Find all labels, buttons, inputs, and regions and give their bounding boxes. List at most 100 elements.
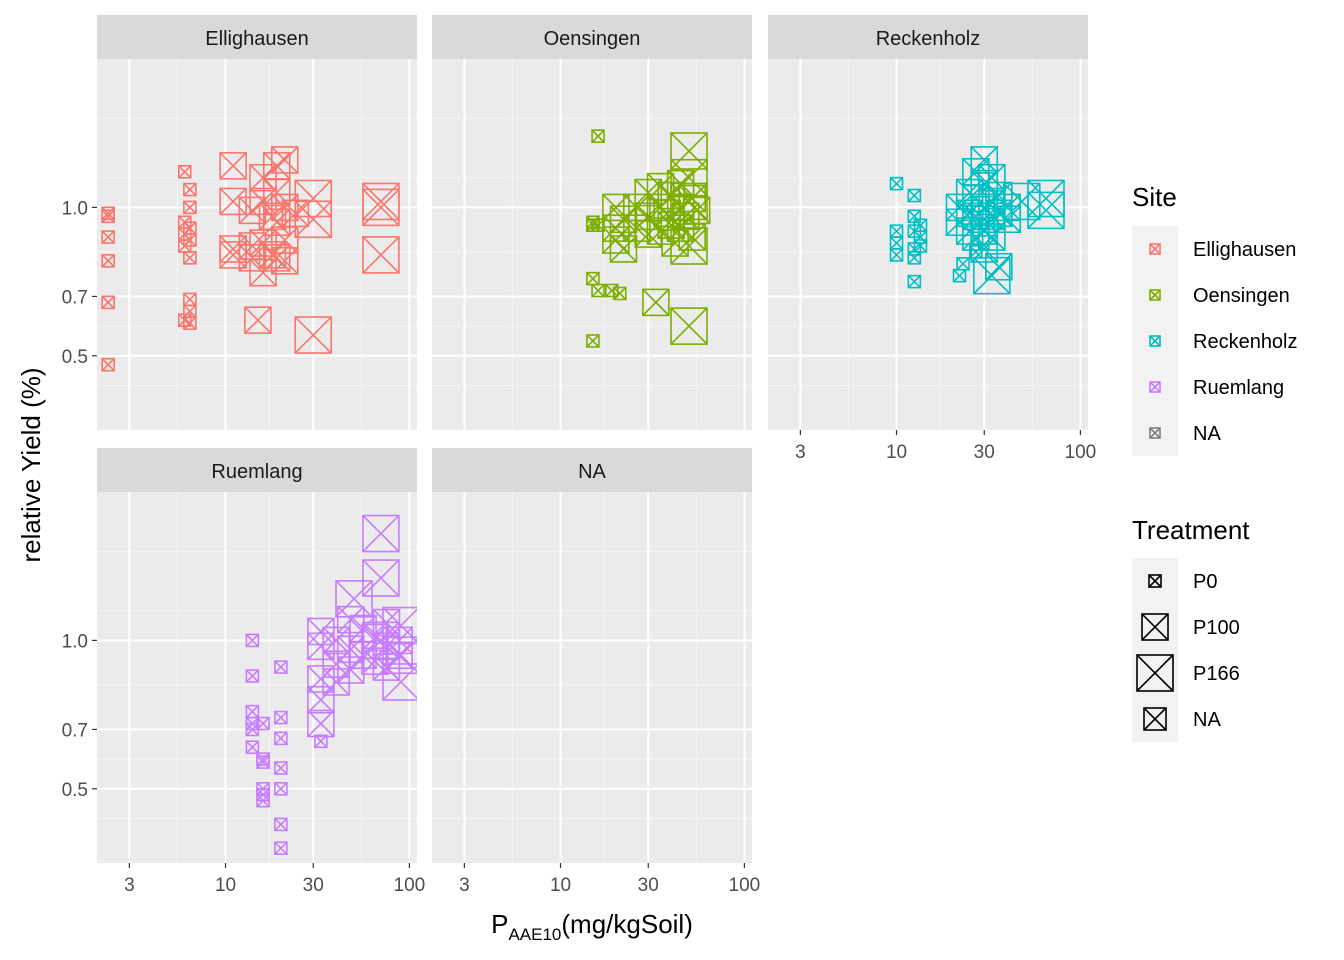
data-point: [670, 132, 708, 170]
x-tick-label: 100: [394, 875, 426, 896]
treatment-legend-label: P0: [1193, 571, 1217, 593]
data-point: [913, 239, 928, 253]
data-point: [889, 248, 904, 262]
series-oensingen: [586, 129, 711, 348]
data-point: [335, 580, 373, 618]
data-point: [307, 617, 335, 646]
facet-strip: [432, 448, 752, 492]
data-point: [362, 188, 400, 227]
data-point: [322, 668, 351, 696]
x-tick-label: 3: [124, 875, 135, 896]
data-point: [274, 841, 288, 855]
axes: 0.5 0.7 1.0 3 10 30 100 0.5 0.7 1.0 3 10 30 100 3 10 30 1…: [62, 198, 1097, 896]
x-tick-label: 100: [729, 875, 761, 896]
treatment-legend-label: NA: [1193, 709, 1221, 731]
data-point: [978, 163, 1006, 192]
data-point: [1002, 182, 1041, 221]
facet-strip: [432, 15, 752, 59]
data-point: [591, 129, 605, 143]
data-point: [183, 200, 197, 215]
data-point: [362, 514, 400, 553]
data-point: [956, 256, 970, 271]
data-point: [256, 793, 270, 808]
x-tick-label: 100: [1065, 442, 1097, 463]
y-axis-title: relative Yield (%): [16, 367, 46, 562]
facet-panel-na: NA: [432, 448, 752, 863]
treatment-legend-key: [1136, 654, 1174, 692]
data-point: [177, 164, 192, 179]
facet-strip-label: Ruemlang: [211, 461, 302, 483]
data-point: [262, 178, 291, 207]
data-point: [294, 316, 333, 354]
data-point: [245, 740, 260, 755]
data-point: [274, 761, 288, 775]
data-point: [382, 663, 417, 701]
data-point: [314, 734, 328, 749]
data-point: [101, 357, 115, 372]
y-tick-label: 0.7: [62, 720, 88, 741]
treatment-legend-key: [1141, 613, 1169, 641]
site-legend-label: Ruemlang: [1193, 377, 1284, 399]
data-point: [642, 288, 670, 317]
data-point: [623, 193, 651, 222]
x-tick-label: 10: [215, 875, 236, 896]
treatment-legend-label: P100: [1193, 617, 1240, 639]
treatment-legend-label: P166: [1193, 663, 1240, 685]
data-point: [604, 283, 619, 298]
site-legend-key: [1149, 335, 1161, 347]
data-point: [294, 179, 333, 218]
y-tick-label: 1.0: [62, 631, 88, 652]
panel-background: [432, 59, 752, 430]
y-tick-label: 0.5: [62, 347, 88, 368]
data-point: [245, 669, 260, 683]
data-point: [362, 236, 400, 274]
site-legend-label: NA: [1193, 423, 1221, 445]
series-reckenholz: [889, 146, 1065, 295]
data-point: [101, 230, 115, 244]
data-point: [270, 247, 299, 275]
data-point: [382, 636, 417, 675]
facet-strip-label: NA: [578, 461, 606, 483]
data-point: [274, 817, 288, 832]
facet-panel-ellighausen: Ellighausen: [97, 15, 417, 430]
y-tick-label: 0.5: [62, 780, 88, 801]
facet-strip: [97, 448, 417, 492]
chart-marks: [101, 129, 1065, 855]
data-point: [591, 283, 605, 298]
y-tick-label: 1.0: [62, 198, 88, 219]
data-point: [586, 334, 600, 348]
data-point: [183, 251, 197, 265]
x-tick-label: 30: [974, 442, 995, 463]
data-point: [970, 146, 999, 174]
data-point: [183, 233, 197, 247]
data-point: [1027, 191, 1065, 230]
panel-background: [432, 492, 752, 863]
facet-panel-reckenholz: Reckenholz: [768, 15, 1088, 430]
data-point: [952, 268, 967, 283]
data-point: [985, 199, 1013, 228]
data-point: [262, 208, 291, 237]
x-tick-label: 3: [795, 442, 806, 463]
data-point: [670, 227, 708, 265]
data-point: [256, 755, 270, 769]
data-point: [978, 223, 1006, 251]
x-axis-title: PAAE10(mg/kgSoil): [491, 909, 693, 944]
facet-strip-label: Ellighausen: [205, 28, 308, 50]
x-tick-label: 30: [303, 875, 324, 896]
data-point: [274, 731, 288, 746]
panel-background: [768, 59, 1088, 430]
treatment-legend-key: [1148, 574, 1162, 588]
x-axis-title-main: P: [491, 909, 508, 939]
data-point: [101, 295, 115, 310]
data-point: [362, 621, 400, 660]
data-point: [945, 208, 974, 237]
series-ruemlang: [245, 514, 417, 855]
data-point: [670, 307, 708, 345]
data-point: [274, 660, 288, 674]
data-point: [219, 187, 247, 216]
x-tick-label: 30: [638, 875, 659, 896]
site-legend-key: [1149, 289, 1161, 301]
facet-strip: [97, 15, 417, 59]
y-tick-label: 0.7: [62, 287, 88, 308]
